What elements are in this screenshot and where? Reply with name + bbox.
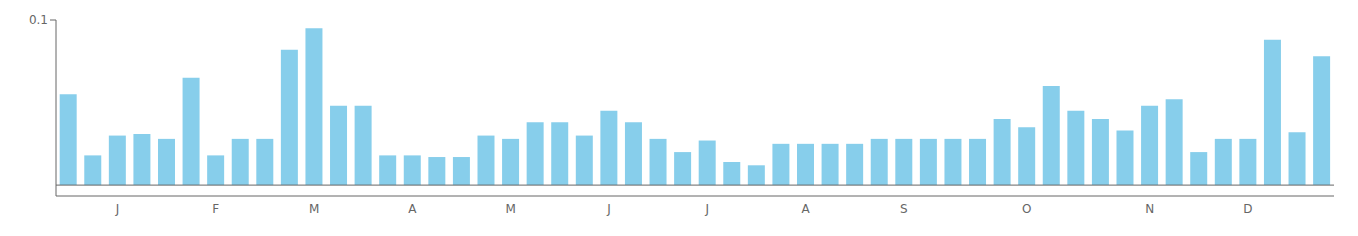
svg-text:A: A [801, 202, 810, 216]
svg-text:J: J [705, 202, 710, 216]
svg-text:O: O [1022, 202, 1031, 216]
svg-text:F: F [212, 202, 219, 216]
svg-text:0.1: 0.1 [29, 13, 48, 27]
svg-text:M: M [309, 202, 319, 216]
svg-text:M: M [505, 202, 515, 216]
svg-text:J: J [606, 202, 611, 216]
svg-text:A: A [408, 202, 417, 216]
svg-text:S: S [900, 202, 908, 216]
svg-text:J: J [115, 202, 120, 216]
svg-text:N: N [1145, 202, 1154, 216]
svg-text:D: D [1243, 202, 1252, 216]
